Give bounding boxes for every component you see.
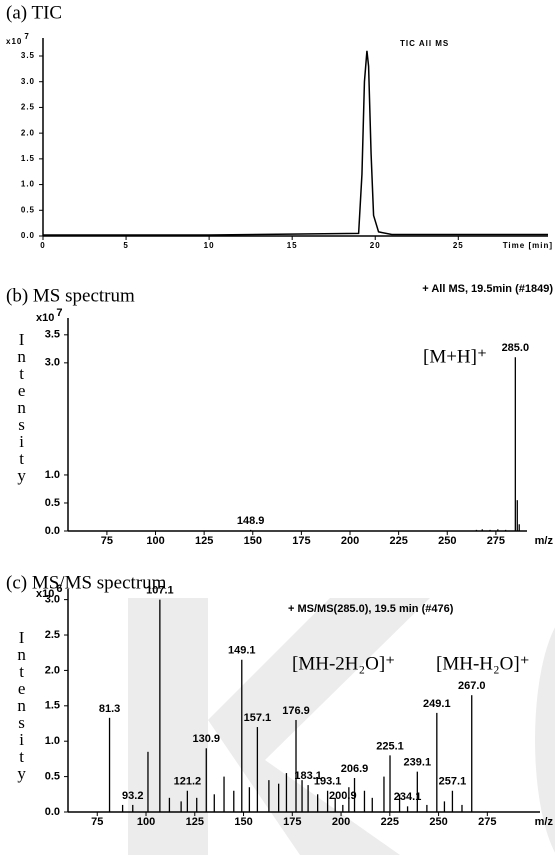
peak-label: 93.2 bbox=[122, 790, 143, 802]
y-tick-label: 2.5 bbox=[21, 103, 35, 112]
y-tick-label: 0.0 bbox=[21, 231, 35, 240]
chart-title: (a) TIC bbox=[6, 2, 62, 23]
y-tick-label: 2.5 bbox=[45, 629, 60, 641]
x-tick-label: 125 bbox=[186, 816, 204, 828]
y-exponent: 7 bbox=[24, 32, 29, 41]
x-axis-label: Time [min] bbox=[503, 241, 553, 250]
x-axis-label: m/z bbox=[535, 816, 554, 828]
chart-title: (c) MS/MS spectrum bbox=[6, 572, 167, 593]
y-tick-label: 0.0 bbox=[45, 806, 60, 818]
peak-label: 81.3 bbox=[99, 703, 120, 715]
y-tick-label: 2.0 bbox=[21, 128, 35, 137]
annotation: + MS/MS(285.0), 19.5 min (#476) bbox=[288, 603, 454, 615]
y-tick-label: 2.0 bbox=[45, 664, 60, 676]
y-multiplier: x10 bbox=[36, 312, 54, 324]
annotation: [M+H]⁺ bbox=[423, 346, 487, 367]
y-tick-label: 1.5 bbox=[45, 700, 60, 712]
x-tick-label: 150 bbox=[234, 816, 252, 828]
peak-label: 234.1 bbox=[394, 791, 422, 803]
x-tick-label: 25 bbox=[453, 241, 464, 250]
y-tick-label: 0.0 bbox=[45, 525, 60, 537]
peak-label: 285.0 bbox=[502, 342, 530, 354]
x-tick-label: 250 bbox=[438, 535, 456, 547]
x-tick-label: 75 bbox=[91, 816, 103, 828]
peak-label: 176.9 bbox=[282, 705, 310, 717]
peak-label: 239.1 bbox=[404, 757, 432, 769]
y-tick-label: 1.0 bbox=[45, 735, 60, 747]
y-exponent: 6 bbox=[56, 583, 62, 595]
y-tick-label: 1.5 bbox=[21, 154, 35, 163]
peak-label: 121.2 bbox=[174, 776, 202, 788]
x-tick-label: 200 bbox=[341, 535, 359, 547]
x-tick-label: 250 bbox=[429, 816, 447, 828]
x-tick-label: 200 bbox=[332, 816, 350, 828]
y-tick-label: 3.0 bbox=[45, 594, 60, 606]
annotation: + All MS, 19.5min (#1849) bbox=[422, 283, 553, 295]
y-tick-label: 3.5 bbox=[45, 329, 60, 341]
peak-label: 148.9 bbox=[237, 515, 265, 527]
x-tick-label: 20 bbox=[370, 241, 381, 250]
x-tick-label: 5 bbox=[123, 241, 128, 250]
peak-label: 107.1 bbox=[146, 585, 174, 597]
tic-line bbox=[43, 50, 548, 236]
peak-label: 267.0 bbox=[458, 680, 486, 692]
x-tick-label: 225 bbox=[389, 535, 407, 547]
peak-label: 157.1 bbox=[244, 712, 272, 724]
x-tick-label: 175 bbox=[283, 816, 301, 828]
x-tick-label: 150 bbox=[244, 535, 262, 547]
y-tick-label: 0.5 bbox=[21, 205, 35, 214]
y-axis-label: Intensity bbox=[12, 628, 31, 783]
y-tick-label: 0.5 bbox=[45, 771, 60, 783]
y-exponent: 7 bbox=[56, 307, 62, 319]
peak-label: 249.1 bbox=[423, 698, 451, 710]
annotation: [MH-H₂O]⁺ bbox=[436, 653, 530, 674]
x-tick-label: 100 bbox=[137, 816, 155, 828]
x-tick-label: 225 bbox=[381, 816, 399, 828]
x-axis-label: m/z bbox=[535, 535, 554, 547]
y-axis-label: Intensity bbox=[12, 330, 31, 485]
chart-title: (b) MS spectrum bbox=[6, 285, 135, 306]
peak-label: 225.1 bbox=[376, 740, 404, 752]
y-multiplier: x10 bbox=[6, 37, 22, 46]
y-tick-label: 1.0 bbox=[45, 469, 60, 481]
x-tick-label: 275 bbox=[487, 535, 505, 547]
x-tick-label: 175 bbox=[292, 535, 310, 547]
x-tick-label: 275 bbox=[478, 816, 496, 828]
y-multiplier: x10 bbox=[36, 588, 54, 600]
peak-label: 200.9 bbox=[329, 790, 357, 802]
x-tick-label: 10 bbox=[204, 241, 215, 250]
y-tick-label: 1.0 bbox=[21, 180, 35, 189]
peak-label: 206.9 bbox=[341, 763, 369, 775]
x-tick-label: 100 bbox=[146, 535, 164, 547]
peak-label: 130.9 bbox=[193, 733, 221, 745]
y-tick-label: 3.5 bbox=[21, 51, 35, 60]
peak-label: 149.1 bbox=[228, 645, 256, 657]
y-tick-label: 3.0 bbox=[21, 77, 35, 86]
peak-label: 183.1 bbox=[294, 770, 322, 782]
x-tick-label: 125 bbox=[195, 535, 213, 547]
x-tick-label: 0 bbox=[40, 241, 45, 250]
peak-label: 257.1 bbox=[439, 776, 467, 788]
y-tick-label: 3.0 bbox=[45, 357, 60, 369]
annotation: TIC All MS bbox=[400, 39, 449, 48]
peak-label: 193.1 bbox=[314, 776, 342, 788]
annotation: [MH-2H₂O]⁺ bbox=[292, 653, 395, 674]
x-tick-label: 15 bbox=[287, 241, 298, 250]
y-tick-label: 0.5 bbox=[45, 497, 60, 509]
x-tick-label: 75 bbox=[101, 535, 113, 547]
